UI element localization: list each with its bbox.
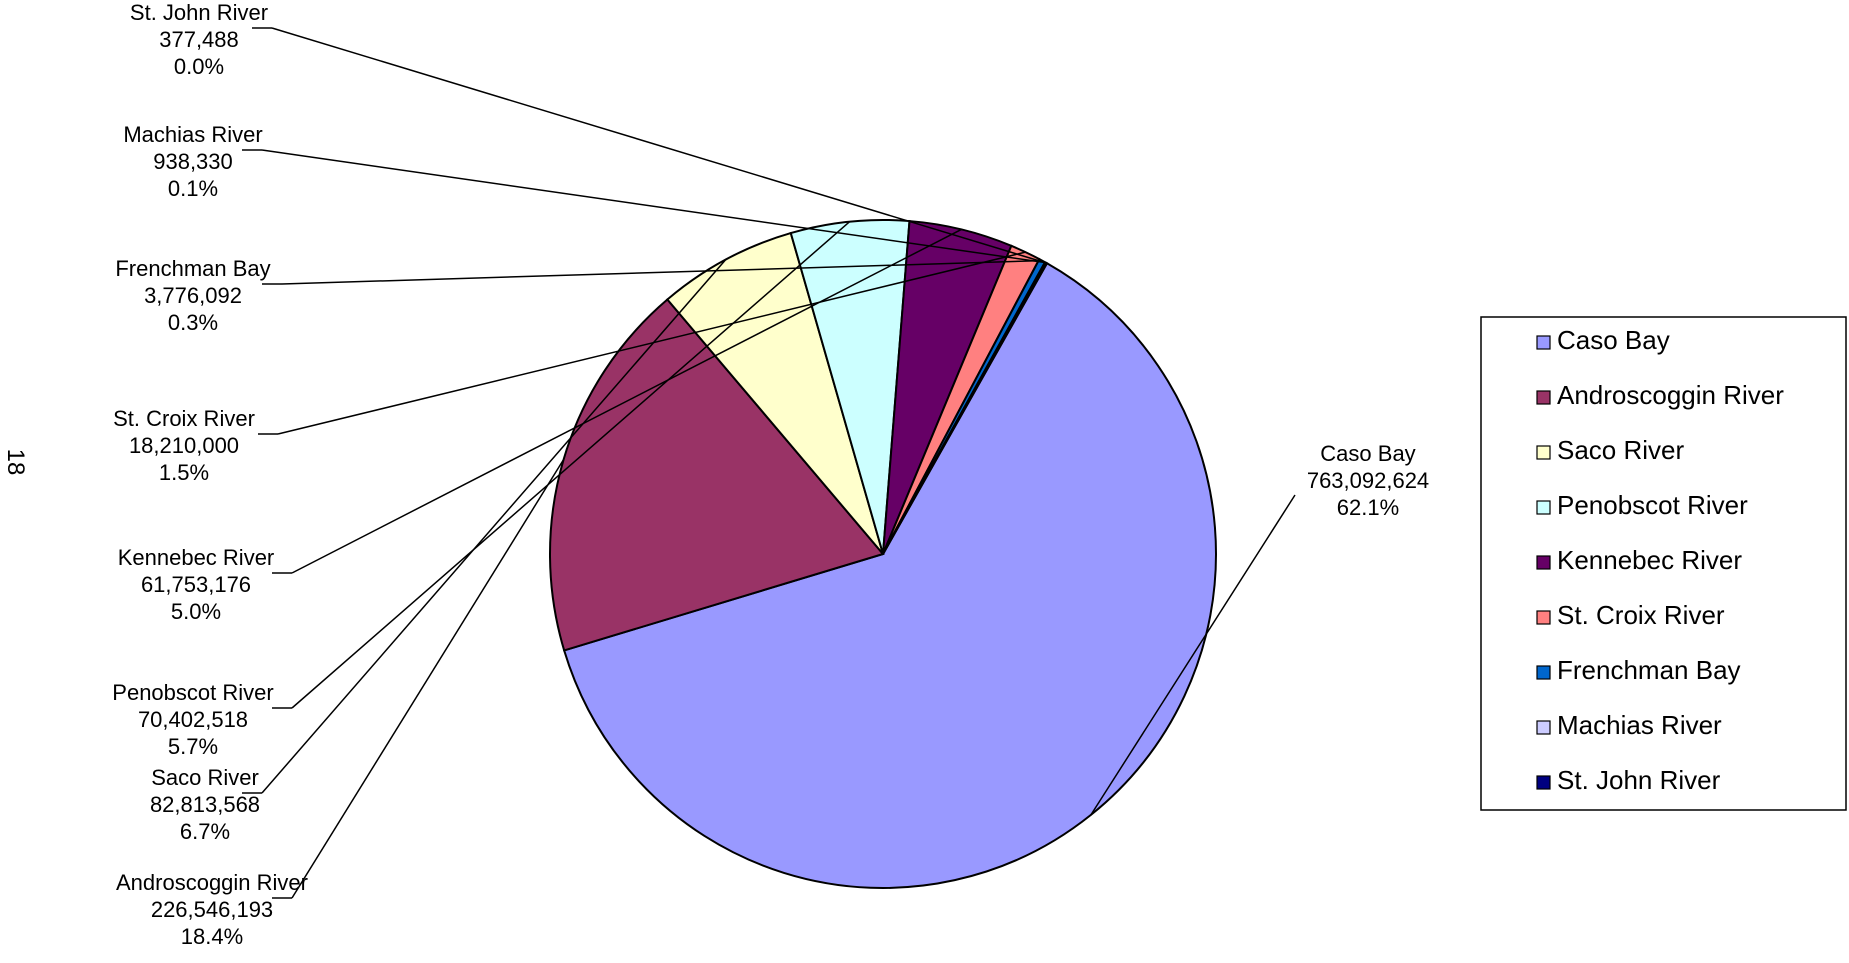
leader-line-frenchman-bay — [281, 259, 1043, 285]
data-label-caso-bay-name: Caso Bay — [1320, 441, 1415, 466]
data-label-saco-river-value-label: 82,813,568 — [150, 792, 260, 817]
leader-line-caso-bay — [1090, 494, 1296, 816]
legend-swatch-kennebec-river — [1536, 555, 1551, 570]
data-label-machias-river-value-label: 938,330 — [153, 149, 233, 174]
legend-swatch-penobscot-river — [1536, 500, 1551, 515]
legend-label-frenchman-bay: Frenchman Bay — [1557, 655, 1741, 685]
legend-label-saco-river: Saco River — [1557, 435, 1684, 465]
data-label-machias-river-name: Machias River — [123, 122, 262, 147]
data-label-frenchman-bay-name: Frenchman Bay — [115, 256, 270, 281]
data-label-kennebec-river-name: Kennebec River — [118, 545, 275, 570]
pie-slices — [549, 219, 1217, 889]
legend-label-kennebec-river: Kennebec River — [1557, 545, 1742, 575]
data-label-androscoggin-river-value-label: 226,546,193 — [151, 897, 273, 922]
legend-label-androscoggin-river: Androscoggin River — [1557, 380, 1784, 410]
data-label-penobscot-river-pct-label: 5.7% — [168, 734, 218, 759]
data-label-st-croix-river-name: St. Croix River — [113, 406, 255, 431]
leader-line-kennebec-river — [291, 228, 962, 574]
data-label-saco-river-pct-label: 6.7% — [180, 819, 230, 844]
legend-label-st-john-river: St. John River — [1557, 765, 1721, 795]
data-label-st-croix-river-pct-label: 1.5% — [159, 460, 209, 485]
legend-swatch-machias-river — [1536, 720, 1551, 735]
data-label-kennebec-river-pct-label: 5.0% — [171, 599, 221, 624]
data-label-st-john-river-value-label: 377,488 — [159, 27, 239, 52]
legend-label-caso-bay: Caso Bay — [1557, 325, 1670, 355]
legend-swatch-frenchman-bay — [1536, 665, 1551, 680]
data-label-saco-river-name: Saco River — [151, 765, 259, 790]
legend-label-machias-river: Machias River — [1557, 710, 1722, 740]
data-label-caso-bay-pct-label: 62.1% — [1337, 495, 1399, 520]
legend-swatch-androscoggin-river — [1536, 390, 1551, 405]
legend-label-st-croix-river: St. Croix River — [1557, 600, 1725, 630]
leader-line-androscoggin-river — [291, 459, 565, 899]
legend-swatch-saco-river — [1536, 445, 1551, 460]
legend-swatch-st-croix-river — [1536, 610, 1551, 625]
leader-line-st-john-river — [271, 27, 1047, 264]
leader-line-machias-river — [261, 149, 1046, 264]
data-label-st-john-river-pct-label: 0.0% — [174, 54, 224, 79]
legend-swatch-st-john-river — [1536, 775, 1551, 790]
data-label-kennebec-river-value-label: 61,753,176 — [141, 572, 251, 597]
data-label-machias-river-pct-label: 0.1% — [168, 176, 218, 201]
leader-line-penobscot-river — [291, 221, 851, 709]
leader-lines — [242, 27, 1296, 899]
legend: Caso Bay Androscoggin River Saco River Peno… — [1480, 316, 1847, 811]
data-label-frenchman-bay-value-label: 3,776,092 — [144, 283, 242, 308]
data-label-penobscot-river-name: Penobscot River — [112, 680, 273, 705]
data-label-st-croix-river-value-label: 18,210,000 — [129, 433, 239, 458]
leader-line-st-croix-river — [277, 251, 1026, 435]
legend-swatch-caso-bay — [1536, 335, 1551, 350]
data-label-penobscot-river-value-label: 70,402,518 — [138, 707, 248, 732]
data-label-st-john-river-name: St. John River — [130, 0, 268, 25]
data-label-androscoggin-river-pct-label: 18.4% — [181, 924, 243, 949]
data-label-caso-bay-value-label: 763,092,624 — [1307, 468, 1429, 493]
leader-line-saco-river — [261, 259, 727, 794]
data-label-frenchman-bay-pct-label: 0.3% — [168, 310, 218, 335]
page-number: 18 — [2, 449, 29, 476]
legend-label-penobscot-river: Penobscot River — [1557, 490, 1748, 520]
data-label-androscoggin-river-name: Androscoggin River — [116, 870, 308, 895]
